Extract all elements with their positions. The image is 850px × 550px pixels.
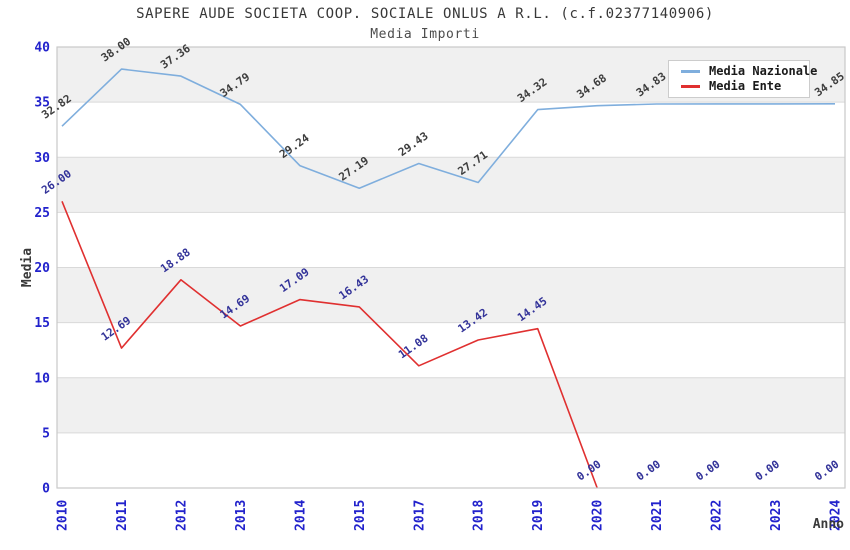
series-line-1 [61,200,598,489]
x-tick-label: 2023 [769,500,784,531]
x-tick-label: 2010 [56,500,71,531]
y-tick-label: 5 [42,426,50,441]
legend-label: Media Nazionale [709,63,818,78]
legend-item-0: Media Nazionale [669,64,817,79]
y-tick-label: 25 [34,206,50,221]
x-tick-label: 2014 [293,500,308,531]
x-tick-label: 2024 [829,500,844,531]
legend-swatch-icon [681,85,700,89]
x-tick-label: 2017 [412,500,427,531]
x-tick-label: 2021 [650,500,665,531]
x-tick-label: 2015 [353,500,368,531]
y-tick-label: 40 [34,41,50,56]
y-tick-label: 30 [34,151,50,166]
plot-band [57,432,845,488]
x-tick-label: 2022 [710,500,725,531]
y-tick-label: 15 [34,316,50,331]
x-tick-label: 2011 [115,500,130,531]
plot-band [57,212,845,268]
chart-subtitle: Media Importi [370,27,480,42]
plot-band [57,322,845,378]
plot-band [57,102,845,158]
y-tick-label: 35 [34,96,50,111]
y-tick-label: 0 [42,482,50,497]
y-tick-label: 20 [34,261,50,276]
x-axis-title: Anno [813,517,844,532]
legend-label: Media Ente [709,79,782,94]
y-tick-label: 10 [34,371,50,386]
plot-band [57,157,845,213]
x-tick-label: 2012 [174,500,189,531]
series-line-0 [61,68,836,189]
y-axis-title: Media [20,248,35,287]
legend-item-1: Media Ente [669,79,809,94]
plot-border [56,46,846,489]
x-tick-label: 2018 [472,500,487,531]
plot-band [57,267,845,323]
chart-title: SAPERE AUDE SOCIETA COOP. SOCIALE ONLUS … [136,6,714,22]
x-tick-label: 2020 [591,500,606,531]
legend-swatch-icon [681,69,700,73]
plot-band [57,377,845,433]
x-tick-label: 2019 [531,500,546,531]
legend: Media Nazionale Media Ente [668,60,817,98]
x-tick-label: 2013 [234,500,249,531]
